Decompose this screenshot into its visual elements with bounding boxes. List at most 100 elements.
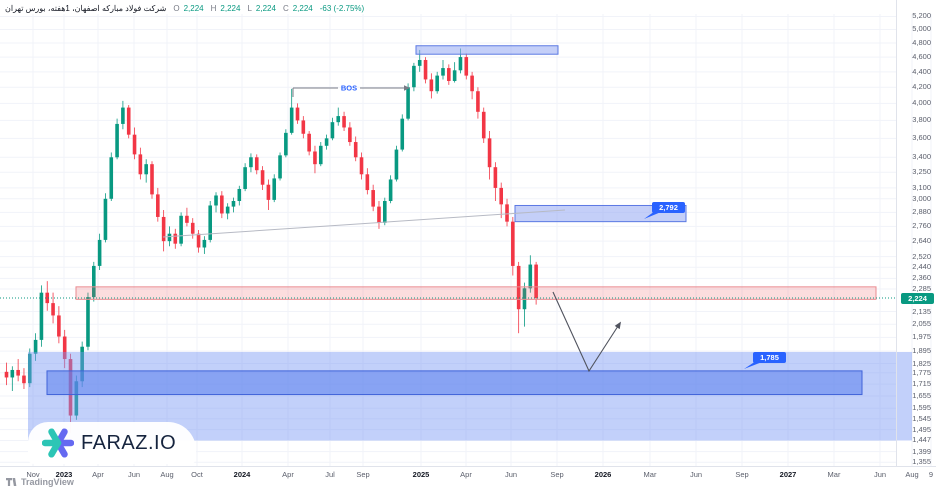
price-axis[interactable]: 2,224 5,200 5,000 4,800 4,600 4,400 4,200 4,00… <box>896 0 936 466</box>
candle-body <box>16 369 20 376</box>
candle-body <box>423 59 428 80</box>
candle-body <box>295 107 300 121</box>
price-axis-label: 2,640 <box>912 236 931 246</box>
price-axis-label: 2,360 <box>912 273 931 283</box>
time-axis[interactable]: Nov 2023 Apr Jun Aug Oct 2024 Apr Jul Sep 2025 Apr J… <box>0 466 936 481</box>
trendline[interactable] <box>162 209 566 238</box>
candle-body <box>353 142 358 158</box>
candle-body <box>452 70 457 81</box>
candle-body <box>185 215 189 223</box>
candle-body <box>33 339 38 354</box>
price-axis-label: 2,520 <box>912 251 931 261</box>
candle-body <box>336 116 341 123</box>
candle-body <box>132 134 137 155</box>
candle-body <box>324 138 329 146</box>
candle-body <box>254 157 259 171</box>
candle-body <box>522 288 527 310</box>
candle-body <box>45 292 50 304</box>
candle-body <box>534 264 538 298</box>
high-value: 2,224 <box>220 3 241 13</box>
open-value: 2,224 <box>183 3 204 13</box>
low-label: L <box>247 3 252 13</box>
supply-zone-top[interactable] <box>415 45 559 55</box>
candle-body <box>429 79 434 92</box>
candle-body <box>516 265 521 310</box>
candle-body <box>371 190 375 207</box>
price-axis-label: 3,800 <box>912 115 931 125</box>
time-axis-month-label: Jun <box>873 470 887 479</box>
faraz-logo-card: FARAZ.IO <box>28 422 196 464</box>
candle-body <box>359 157 364 175</box>
time-axis-year-label: 2023 <box>55 470 73 479</box>
close-label: C <box>282 3 289 13</box>
candle-body <box>214 195 218 206</box>
time-axis-month-label: Sep <box>356 470 370 479</box>
change-value: -63 (-2.75%) <box>319 3 365 13</box>
time-axis-month-label: Aug <box>160 470 174 479</box>
candle-body <box>348 127 352 143</box>
projection-arrow[interactable] <box>552 291 621 373</box>
resistance-zone-red[interactable] <box>75 286 877 300</box>
price-axis-label: 2,440 <box>912 262 931 272</box>
candle-body <box>173 233 178 244</box>
symbol-title[interactable]: شرکت فولاد مبارکه اصفهان، 1هفته، بورس ته… <box>5 3 167 13</box>
candle-body <box>284 132 288 156</box>
candle-body <box>109 157 114 199</box>
price-axis-label: 3,600 <box>912 133 931 143</box>
candle-body <box>150 164 154 195</box>
demand-zone-inner[interactable] <box>46 370 863 396</box>
candle-body <box>138 154 143 175</box>
price-axis-label: 2,135 <box>912 306 931 316</box>
price-flag-text: 2,792 <box>659 203 678 212</box>
candle-body <box>243 167 247 189</box>
symbol-legend: شرکت فولاد مبارکه اصفهان، 1هفته، بورس ته… <box>5 2 364 14</box>
candle-body <box>39 292 44 340</box>
price-axis-label: 3,000 <box>912 193 931 203</box>
candle-body <box>435 75 439 92</box>
time-axis-month-label: Sep <box>735 470 749 479</box>
time-axis-month-label: Apr <box>282 470 294 479</box>
candle-body <box>470 75 474 92</box>
candle-body <box>126 107 131 135</box>
candle-body <box>231 200 236 207</box>
bos-label[interactable]: BOS <box>341 84 357 93</box>
candle-body <box>278 155 282 179</box>
time-axis-year-label: 2026 <box>594 470 612 479</box>
candle-body <box>441 68 445 76</box>
time-axis-year-label: 2027 <box>779 470 797 479</box>
close-value: 2,224 <box>292 3 313 13</box>
candle-body <box>249 157 253 168</box>
time-axis-month-label: Mar <box>827 470 841 479</box>
candle-body <box>121 107 125 124</box>
candle-body <box>394 149 399 180</box>
candle-body <box>318 145 323 165</box>
time-axis-month-label: Jul <box>325 470 335 479</box>
candle-body <box>86 297 90 347</box>
candle-body <box>202 239 207 248</box>
open-label: O <box>173 3 180 13</box>
price-axis-label: 2,880 <box>912 207 931 217</box>
time-axis-month-label: Aug <box>905 470 919 479</box>
price-axis-label: 1,715 <box>912 379 931 389</box>
price-axis-label: 1,975 <box>912 332 931 342</box>
candle-body <box>190 222 195 234</box>
current-price-badge: 2,224 <box>901 292 934 304</box>
candle-body <box>103 198 108 240</box>
price-axis-label: 1,399 <box>912 446 931 456</box>
candle-body <box>97 239 102 266</box>
projection-arrowhead-icon <box>614 321 621 330</box>
candle-body <box>511 221 515 266</box>
candle-body <box>412 65 416 88</box>
time-axis-month-label: Jun <box>689 470 703 479</box>
candle-body <box>417 59 422 66</box>
candle-body <box>383 200 387 223</box>
candle-body <box>144 164 148 175</box>
candle-body <box>92 265 96 298</box>
tradingview-attribution[interactable]: TradingView <box>6 477 74 487</box>
candle-body <box>493 167 498 188</box>
candlestick-chart[interactable]: BOS 2,792 1,785 <box>0 0 936 466</box>
price-flag[interactable] <box>652 202 685 213</box>
candle-body <box>272 178 277 200</box>
price-flag[interactable] <box>753 352 786 363</box>
